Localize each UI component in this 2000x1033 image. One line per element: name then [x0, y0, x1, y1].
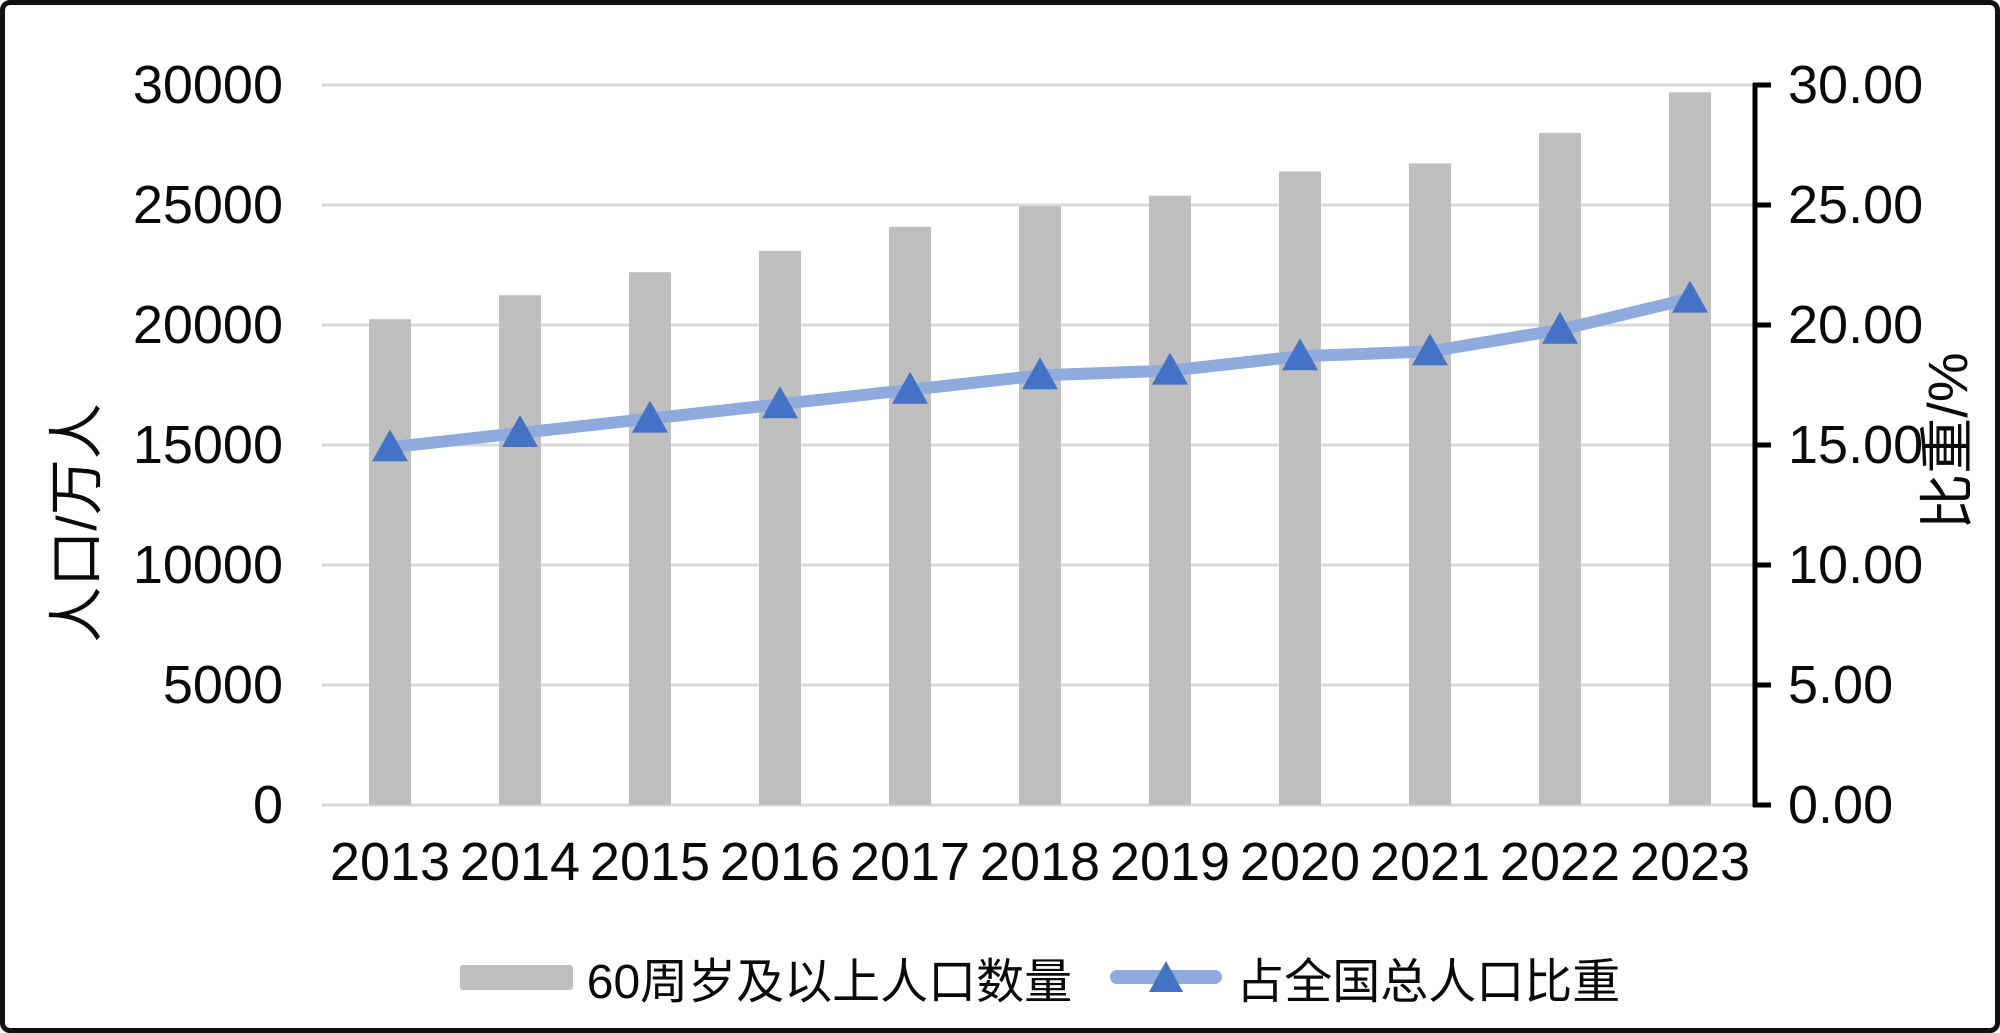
x-axis-label-2020: 2020 — [1239, 832, 1361, 892]
right-axis-tick-label-25.00: 25.00 — [1788, 175, 1924, 235]
left-axis-tick-label-10000: 10000 — [132, 535, 283, 595]
marker-2015 — [632, 400, 668, 433]
left-axis-title: 人口/万人 — [45, 403, 108, 643]
marker-2016 — [762, 386, 798, 419]
x-axis-label-2023: 2023 — [1629, 832, 1751, 892]
bar-2018 — [1019, 206, 1061, 805]
marker-2022 — [1542, 311, 1578, 344]
marker-2018 — [1022, 357, 1058, 390]
left-axis-tick-label-20000: 20000 — [132, 295, 283, 355]
legend-bar-swatch-icon — [459, 964, 573, 990]
legend-item-population-bars: 60周岁及以上人口数量 — [459, 942, 1073, 1012]
legend-line-swatch-icon — [1110, 960, 1223, 994]
x-axis-label-2017: 2017 — [849, 832, 971, 892]
bar-2013 — [369, 319, 411, 805]
left-axis-tick-label-5000: 5000 — [162, 655, 283, 715]
x-axis-label-2013: 2013 — [329, 832, 451, 892]
marker-2023 — [1672, 280, 1708, 313]
bar-2021 — [1409, 163, 1451, 805]
x-axis-label-2019: 2019 — [1109, 832, 1231, 892]
x-axis-label-2016: 2016 — [719, 832, 841, 892]
right-axis-tick-label-10.00: 10.00 — [1788, 535, 1924, 595]
left-axis-tick-label-25000: 25000 — [132, 175, 283, 235]
x-axis-label-2014: 2014 — [459, 832, 581, 892]
x-axis-label-2015: 2015 — [589, 832, 711, 892]
right-axis-title: 比重/% — [1916, 352, 1979, 530]
x-axis-label-2018: 2018 — [979, 832, 1101, 892]
bar-2023 — [1669, 92, 1711, 806]
x-axis-label-2022: 2022 — [1499, 832, 1621, 892]
marker-2021 — [1412, 333, 1448, 366]
marker-2020 — [1282, 338, 1318, 371]
legend-bar-label: 60周岁及以上人口数量 — [586, 956, 1073, 1009]
bar-2022 — [1539, 132, 1581, 806]
marker-2013 — [372, 429, 408, 462]
legend-line-label: 占全国总人口比重 — [1236, 956, 1621, 1009]
legend-triangle-marker-icon — [1149, 961, 1184, 992]
marker-2019 — [1152, 352, 1188, 385]
bar-2019 — [1149, 195, 1191, 806]
right-axis-tick-label-30.00: 30.00 — [1788, 55, 1924, 115]
marker-2014 — [502, 415, 538, 447]
bar-2020 — [1279, 171, 1321, 806]
legend-item-share-line: 占全国总人口比重 — [1110, 942, 1620, 1012]
left-axis-tick-label-30000: 30000 — [132, 55, 283, 115]
right-axis-tick-label-5.00: 5.00 — [1788, 655, 1894, 715]
marker-2017 — [892, 371, 928, 404]
left-axis-tick-label-15000: 15000 — [132, 415, 283, 475]
bar-2014 — [499, 295, 541, 805]
x-axis-label-2021: 2021 — [1369, 832, 1491, 892]
right-axis-tick-label-0.00: 0.00 — [1788, 775, 1894, 835]
right-axis-tick-label-15.00: 15.00 — [1788, 415, 1924, 475]
bar-2017 — [889, 226, 931, 806]
bar-2016 — [759, 250, 801, 805]
legend: 60周岁及以上人口数量 占全国总人口比重 — [325, 944, 1755, 1010]
left-axis-tick-label-0: 0 — [252, 775, 283, 835]
right-axis-tick-label-20.00: 20.00 — [1788, 295, 1924, 355]
bar-2015 — [629, 272, 671, 805]
